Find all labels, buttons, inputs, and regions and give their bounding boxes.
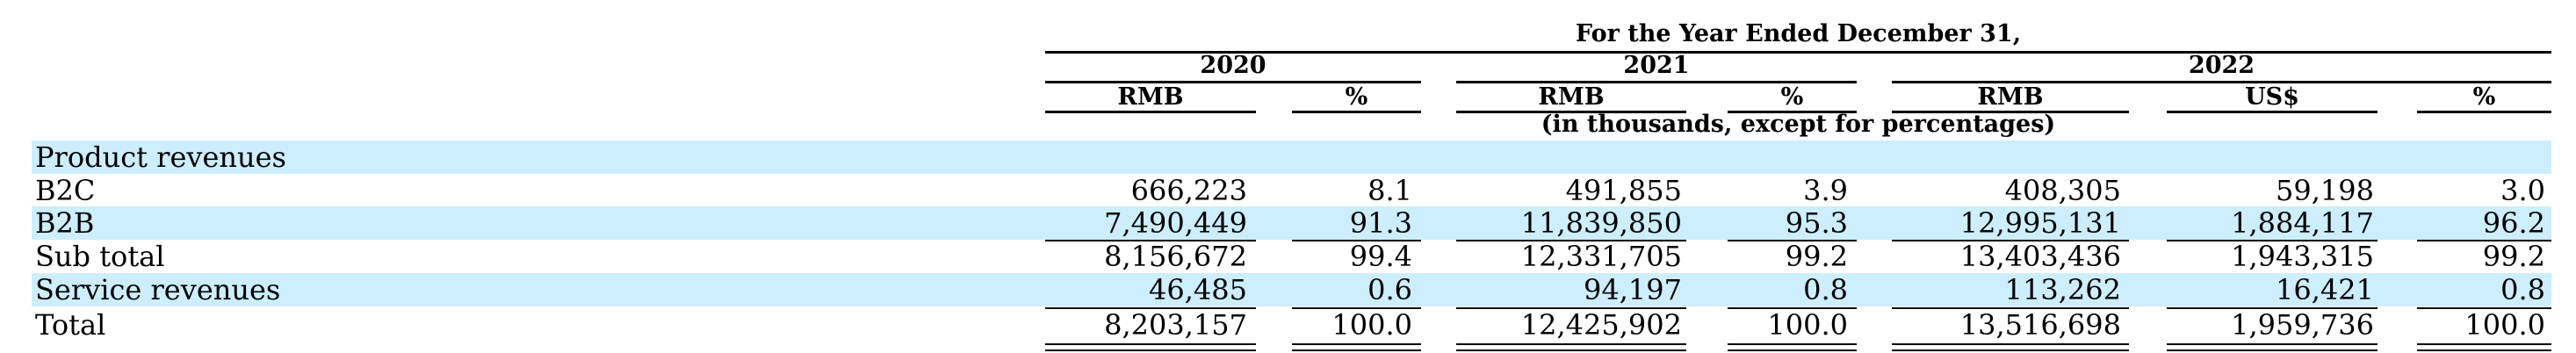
row-band-product-revenues bbox=[32, 140, 2551, 174]
cell-2022-rmb: 12,995,131 bbox=[1959, 206, 2121, 240]
total-rule-2022-rmb bbox=[1892, 307, 2129, 309]
col-2022-rmb-underline bbox=[1892, 111, 2129, 113]
cell-2022-pct: 96.2 bbox=[2482, 206, 2545, 240]
subtotal-rule-2020-pct bbox=[1292, 240, 1421, 241]
period-title: For the Year Ended December 31, bbox=[1575, 20, 2022, 47]
cell-2022-usd: 1,959,736 bbox=[2231, 308, 2374, 342]
cell-2022-usd: 16,421 bbox=[2276, 273, 2374, 306]
cell-2021-pct: 3.9 bbox=[1803, 174, 1848, 207]
cell-2020-rmb: 8,156,672 bbox=[1104, 240, 1247, 273]
col-2021-pct-underline bbox=[1728, 111, 1857, 113]
col-2022-usd-underline bbox=[2167, 111, 2378, 113]
cell-2021-rmb: 491,855 bbox=[1565, 174, 1682, 207]
cell-2021-rmb: 12,331,705 bbox=[1520, 240, 1682, 273]
total-double-rule-2020-rmb bbox=[1045, 343, 1256, 351]
subtotal-rule-2022-usd bbox=[2167, 240, 2378, 241]
cell-2022-rmb: 13,516,698 bbox=[1959, 308, 2121, 342]
table-row: Total 8,203,157 100.0 12,425,902 100.0 1… bbox=[0, 307, 2576, 342]
year-2020-header: 2020 bbox=[1200, 52, 1266, 79]
cell-2022-pct: 3.0 bbox=[2500, 174, 2545, 207]
cell-2022-pct: 0.8 bbox=[2500, 273, 2545, 306]
table-row: B2C 666,223 8.1 491,855 3.9 408,305 59,1… bbox=[0, 173, 2576, 208]
cell-2021-rmb: 11,839,850 bbox=[1520, 206, 1682, 240]
cell-2022-usd: 59,198 bbox=[2276, 174, 2374, 207]
year-2020-underline bbox=[1045, 81, 1421, 83]
row-band-service-revenues bbox=[32, 273, 2551, 306]
total-rule-2021-pct bbox=[1728, 307, 1857, 309]
total-rule-2021-rmb bbox=[1456, 307, 1686, 309]
cell-2020-rmb: 666,223 bbox=[1130, 174, 1247, 207]
cell-2022-usd: 1,943,315 bbox=[2231, 240, 2374, 273]
total-rule-2022-pct bbox=[2417, 307, 2551, 309]
year-2022-underline bbox=[1892, 81, 2551, 83]
cell-2022-pct: 99.2 bbox=[2482, 240, 2545, 273]
total-double-rule-2022-usd bbox=[2167, 343, 2378, 351]
cell-2022-usd: 1,884,117 bbox=[2231, 206, 2374, 240]
subtotal-rule-2020-rmb bbox=[1045, 240, 1256, 241]
table-row: Service revenues 46,485 0.6 94,197 0.8 1… bbox=[0, 272, 2576, 307]
subtotal-rule-2021-pct bbox=[1728, 240, 1857, 241]
cell-2021-rmb: 12,425,902 bbox=[1520, 308, 1682, 342]
cell-2020-pct: 0.6 bbox=[1367, 273, 1412, 306]
total-double-rule-2021-pct bbox=[1728, 343, 1857, 351]
table-row: B2B 7,490,449 91.3 11,839,850 95.3 12,99… bbox=[0, 205, 2576, 241]
row-band-b2b bbox=[32, 206, 2551, 240]
row-label: Sub total bbox=[35, 240, 165, 273]
table-row: Sub total 8,156,672 99.4 12,331,705 99.2… bbox=[0, 239, 2576, 274]
row-label: Total bbox=[35, 308, 106, 342]
cell-2021-rmb: 94,197 bbox=[1584, 273, 1682, 306]
cell-2020-pct: 100.0 bbox=[1331, 308, 1412, 342]
year-2021-header: 2021 bbox=[1623, 52, 1690, 79]
total-rule-2020-rmb bbox=[1045, 307, 1256, 309]
cell-2022-rmb: 113,262 bbox=[2004, 273, 2121, 306]
total-double-rule-2022-pct bbox=[2417, 343, 2551, 351]
cell-2021-pct: 99.2 bbox=[1785, 240, 1848, 273]
total-double-rule-2022-rmb bbox=[1892, 343, 2129, 351]
col-2022-pct-header: % bbox=[2472, 83, 2496, 111]
col-2020-pct-header: % bbox=[1345, 83, 1368, 111]
total-rule-2022-usd bbox=[2167, 307, 2378, 309]
col-2022-usd-header: US$ bbox=[2245, 83, 2299, 111]
cell-2021-pct: 100.0 bbox=[1767, 308, 1848, 342]
subtotal-rule-2022-rmb bbox=[1892, 240, 2129, 241]
cell-2020-rmb: 7,490,449 bbox=[1104, 206, 1247, 240]
cell-2021-pct: 95.3 bbox=[1785, 206, 1848, 240]
total-double-rule-2021-rmb bbox=[1456, 343, 1686, 351]
cell-2022-rmb: 13,403,436 bbox=[1959, 240, 2121, 273]
col-2021-rmb-underline bbox=[1456, 111, 1686, 113]
total-rule-2020-pct bbox=[1292, 307, 1421, 309]
subtotal-rule-2022-pct bbox=[2417, 240, 2551, 241]
year-2022-header: 2022 bbox=[2188, 52, 2255, 79]
table-row: Product revenues bbox=[0, 140, 2576, 175]
subtotal-rule-2021-rmb bbox=[1456, 240, 1686, 241]
col-2021-pct-header: % bbox=[1780, 83, 1804, 111]
col-2022-pct-underline bbox=[2417, 111, 2551, 113]
col-2020-rmb-underline bbox=[1045, 111, 1256, 113]
cell-2022-pct: 100.0 bbox=[2464, 308, 2545, 342]
row-label: Product revenues bbox=[35, 140, 286, 174]
cell-2020-rmb: 8,203,157 bbox=[1104, 308, 1247, 342]
cell-2020-pct: 99.4 bbox=[1349, 240, 1412, 273]
col-2022-rmb-header: RMB bbox=[1977, 83, 2044, 111]
total-double-rule-2020-pct bbox=[1292, 343, 1421, 351]
cell-2021-pct: 0.8 bbox=[1803, 273, 1848, 306]
year-2021-underline bbox=[1456, 81, 1857, 83]
col-2020-pct-underline bbox=[1292, 111, 1421, 113]
period-title-underline bbox=[1045, 51, 2551, 54]
col-2021-rmb-header: RMB bbox=[1538, 83, 1605, 111]
cell-2020-rmb: 46,485 bbox=[1149, 273, 1247, 306]
unit-note: (in thousands, except for percentages) bbox=[1541, 111, 2056, 138]
row-label: B2B bbox=[35, 206, 95, 240]
row-label: Service revenues bbox=[35, 273, 281, 306]
cell-2020-pct: 8.1 bbox=[1367, 174, 1412, 207]
cell-2022-rmb: 408,305 bbox=[2004, 174, 2121, 207]
row-label: B2C bbox=[35, 174, 96, 207]
col-2020-rmb-header: RMB bbox=[1117, 83, 1184, 111]
cell-2020-pct: 91.3 bbox=[1349, 206, 1412, 240]
